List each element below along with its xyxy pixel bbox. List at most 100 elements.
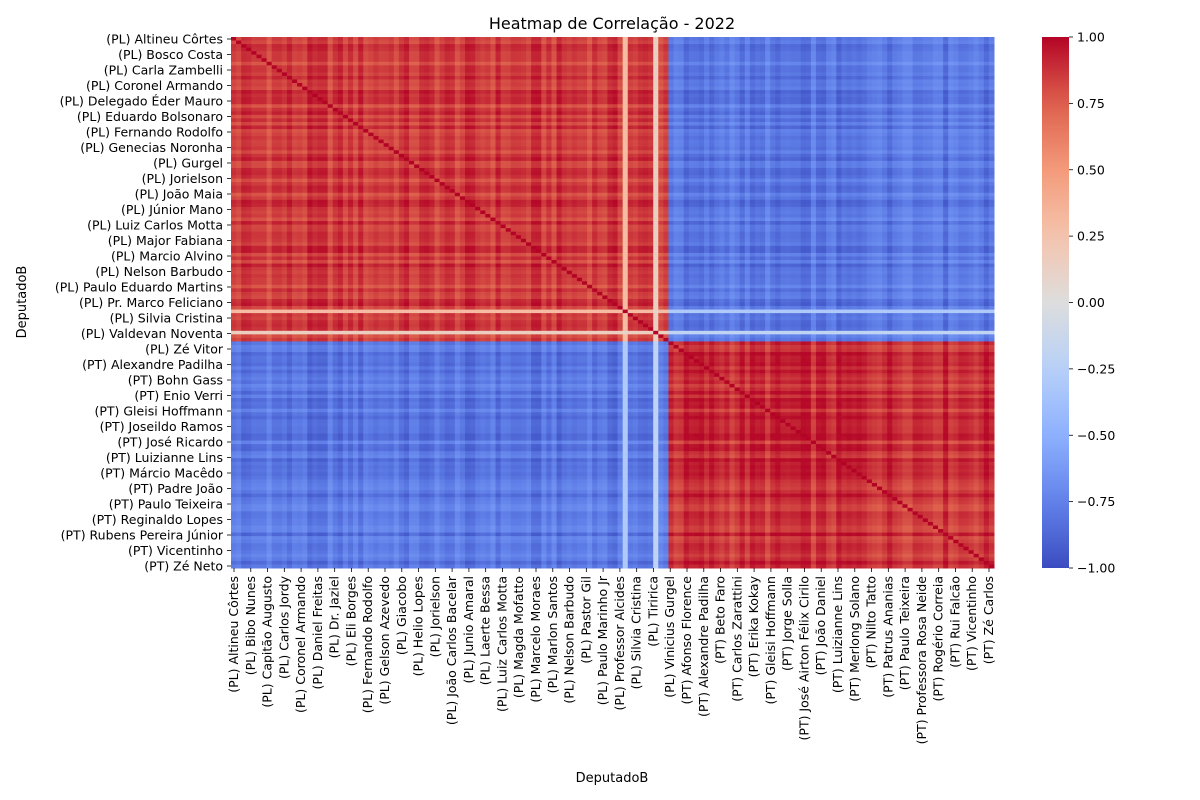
heatmap-cell bbox=[821, 147, 827, 151]
heatmap-cell bbox=[602, 62, 608, 66]
heatmap-cell bbox=[414, 143, 420, 147]
heatmap-cell bbox=[379, 150, 385, 154]
heatmap-cell bbox=[241, 140, 247, 144]
heatmap-cell bbox=[816, 65, 822, 69]
heatmap-cell bbox=[643, 122, 649, 126]
heatmap-cell bbox=[231, 65, 237, 69]
heatmap-cell bbox=[546, 97, 552, 101]
heatmap-cell bbox=[963, 133, 969, 137]
heatmap-cell bbox=[648, 129, 654, 133]
heatmap-cell bbox=[317, 147, 323, 151]
heatmap-cell bbox=[511, 65, 517, 69]
heatmap-cell bbox=[613, 94, 619, 98]
heatmap-cell bbox=[246, 51, 252, 55]
heatmap-cell bbox=[933, 143, 939, 147]
heatmap-cell bbox=[516, 51, 522, 55]
heatmap-cell bbox=[938, 37, 944, 41]
heatmap-cell bbox=[287, 101, 293, 105]
heatmap-cell bbox=[287, 94, 293, 98]
heatmap-cell bbox=[613, 147, 619, 151]
heatmap-cell bbox=[506, 118, 512, 122]
heatmap-cell bbox=[429, 133, 435, 137]
heatmap-cell bbox=[450, 111, 456, 115]
heatmap-cell bbox=[699, 97, 705, 101]
heatmap-cell bbox=[821, 72, 827, 76]
heatmap-cell bbox=[506, 76, 512, 80]
heatmap-cell bbox=[546, 150, 552, 154]
heatmap-cell bbox=[958, 51, 964, 55]
heatmap-cell bbox=[867, 94, 873, 98]
heatmap-cell bbox=[389, 51, 395, 55]
heatmap-cell bbox=[455, 90, 461, 94]
heatmap-cell bbox=[653, 94, 659, 98]
heatmap-cell bbox=[241, 37, 247, 41]
heatmap-cell bbox=[653, 58, 659, 62]
heatmap-cell bbox=[536, 65, 542, 69]
heatmap-cell bbox=[307, 140, 313, 144]
heatmap-cell bbox=[475, 55, 481, 59]
heatmap-cell bbox=[267, 143, 273, 147]
heatmap-cell bbox=[302, 44, 308, 48]
heatmap-cell bbox=[826, 104, 832, 108]
heatmap-cell bbox=[953, 115, 959, 119]
heatmap-cell bbox=[745, 69, 751, 73]
heatmap-cell bbox=[338, 48, 344, 52]
heatmap-cell bbox=[953, 104, 959, 108]
heatmap-cell bbox=[256, 126, 262, 130]
heatmap-cell bbox=[704, 136, 710, 140]
heatmap-cell bbox=[521, 136, 527, 140]
heatmap-cell bbox=[704, 65, 710, 69]
heatmap-cell bbox=[887, 150, 893, 154]
heatmap-cell bbox=[572, 90, 578, 94]
heatmap-cell bbox=[419, 87, 425, 91]
heatmap-cell bbox=[821, 108, 827, 112]
heatmap-cell bbox=[460, 44, 466, 48]
heatmap-cell bbox=[943, 140, 949, 144]
heatmap-cell bbox=[648, 44, 654, 48]
heatmap-cell bbox=[633, 150, 639, 154]
heatmap-cell bbox=[775, 122, 781, 126]
heatmap-cell bbox=[974, 51, 980, 55]
heatmap-cell bbox=[816, 143, 822, 147]
heatmap-cell bbox=[236, 154, 242, 158]
heatmap-cell bbox=[760, 140, 766, 144]
heatmap-cell bbox=[373, 108, 379, 112]
heatmap-cell bbox=[511, 44, 517, 48]
heatmap-cell bbox=[297, 136, 303, 140]
heatmap-cell bbox=[780, 69, 786, 73]
heatmap-cell bbox=[974, 150, 980, 154]
heatmap-cell bbox=[587, 140, 593, 144]
heatmap-cell bbox=[470, 143, 476, 147]
heatmap-cell bbox=[750, 94, 756, 98]
heatmap-cell bbox=[836, 136, 842, 140]
heatmap-cell bbox=[841, 69, 847, 73]
heatmap-cell bbox=[363, 62, 369, 66]
heatmap-cell bbox=[974, 143, 980, 147]
heatmap-cell bbox=[597, 65, 603, 69]
heatmap-cell bbox=[750, 136, 756, 140]
heatmap-cell bbox=[602, 44, 608, 48]
heatmap-cell bbox=[475, 72, 481, 76]
heatmap-cell bbox=[317, 37, 323, 41]
heatmap-cell bbox=[974, 48, 980, 52]
heatmap-cell bbox=[348, 41, 354, 45]
heatmap-cell bbox=[348, 44, 354, 48]
heatmap-cell bbox=[485, 41, 491, 45]
heatmap-cell bbox=[674, 101, 680, 105]
heatmap-cell bbox=[562, 76, 568, 80]
heatmap-cell bbox=[572, 83, 578, 87]
heatmap-cell bbox=[674, 55, 680, 59]
heatmap-cell bbox=[963, 72, 969, 76]
heatmap-cell bbox=[918, 147, 924, 151]
heatmap-cell bbox=[699, 147, 705, 151]
heatmap-cell bbox=[796, 94, 802, 98]
heatmap-cell bbox=[353, 136, 359, 140]
heatmap-cell bbox=[811, 101, 817, 105]
heatmap-cell bbox=[485, 76, 491, 80]
heatmap-cell bbox=[470, 122, 476, 126]
heatmap-cell bbox=[689, 150, 695, 154]
heatmap-cell bbox=[928, 65, 934, 69]
heatmap-cell bbox=[541, 37, 547, 41]
heatmap-cell bbox=[419, 150, 425, 154]
